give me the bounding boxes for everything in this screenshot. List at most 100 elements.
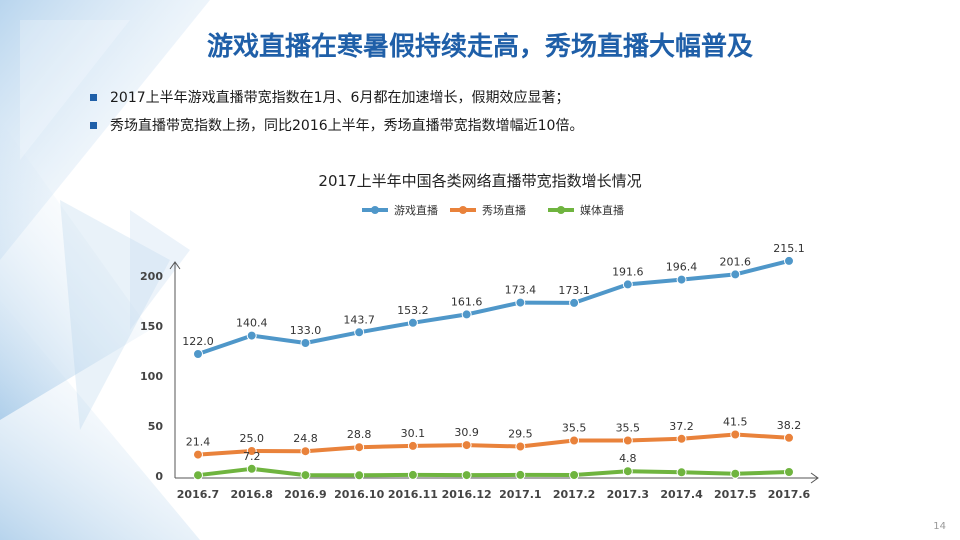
data-point bbox=[407, 440, 418, 451]
data-label: 153.2 bbox=[397, 304, 429, 317]
chart-title: 2017上半年中国各类网络直播带宽指数增长情况 bbox=[318, 172, 642, 190]
data-point bbox=[407, 469, 418, 480]
data-label: 196.4 bbox=[666, 261, 698, 274]
legend-marker bbox=[371, 206, 379, 214]
data-point bbox=[730, 269, 741, 280]
x-tick-label: 2017.5 bbox=[714, 488, 756, 501]
x-tick-label: 2017.2 bbox=[553, 488, 595, 501]
data-point bbox=[569, 435, 580, 446]
legend-marker bbox=[557, 206, 565, 214]
data-label: 28.8 bbox=[347, 428, 372, 441]
y-tick-label: 150 bbox=[140, 320, 163, 333]
data-label: 143.7 bbox=[343, 313, 375, 326]
bullet-item: 秀场直播带宽指数上扬，同比2016上半年，秀场直播带宽指数增幅近10倍。 bbox=[90, 116, 850, 136]
data-point bbox=[730, 429, 741, 440]
data-point bbox=[784, 432, 794, 443]
data-point bbox=[676, 467, 687, 478]
data-point bbox=[784, 467, 794, 477]
legend-label: 媒体直播 bbox=[580, 203, 624, 217]
data-label: 38.2 bbox=[777, 419, 802, 432]
data-label: 173.4 bbox=[505, 284, 537, 297]
data-point bbox=[354, 442, 365, 453]
bullet-square-icon bbox=[90, 122, 97, 129]
data-point bbox=[300, 338, 311, 348]
data-label: 140.4 bbox=[236, 317, 268, 330]
x-tick-label: 2016.12 bbox=[442, 488, 492, 501]
data-label: 173.1 bbox=[558, 284, 590, 297]
y-tick-label: 0 bbox=[155, 470, 163, 483]
data-label: 4.8 bbox=[619, 452, 637, 465]
data-point bbox=[246, 446, 257, 456]
data-label: 30.9 bbox=[454, 426, 479, 439]
data-label: 201.6 bbox=[720, 255, 752, 268]
bullet-text: 秀场直播带宽指数上扬，同比2016上半年，秀场直播带宽指数增幅近10倍。 bbox=[110, 118, 584, 134]
data-label: 30.1 bbox=[401, 427, 426, 440]
data-label: 41.5 bbox=[723, 416, 748, 429]
y-tick-label: 50 bbox=[148, 420, 164, 433]
data-point bbox=[193, 449, 203, 460]
x-tick-label: 2017.1 bbox=[499, 488, 541, 501]
data-label: 35.5 bbox=[616, 422, 641, 435]
data-label: 24.8 bbox=[293, 432, 318, 445]
data-point bbox=[246, 330, 257, 341]
data-point bbox=[622, 466, 633, 477]
data-point bbox=[676, 433, 687, 444]
x-tick-label: 2016.11 bbox=[388, 488, 438, 501]
y-tick-label: 100 bbox=[140, 370, 163, 383]
data-label: 21.4 bbox=[186, 436, 211, 449]
series-line bbox=[197, 258, 790, 356]
page-number: 14 bbox=[933, 521, 946, 532]
data-label: 25.0 bbox=[239, 432, 264, 445]
x-tick-label: 2017.4 bbox=[660, 488, 703, 501]
data-label: 161.6 bbox=[451, 295, 483, 308]
data-point bbox=[515, 441, 526, 452]
data-point bbox=[622, 279, 633, 290]
data-label: 133.0 bbox=[290, 324, 322, 337]
data-label: 37.2 bbox=[669, 420, 694, 433]
x-tick-label: 2017.6 bbox=[768, 488, 811, 501]
bullet-square-icon bbox=[90, 94, 97, 101]
data-point bbox=[354, 327, 365, 338]
x-tick-label: 2016.7 bbox=[177, 488, 219, 501]
data-point bbox=[515, 469, 526, 480]
data-point bbox=[461, 309, 472, 320]
bullet-item: 2017上半年游戏直播带宽指数在1月、6月都在加速增长，假期效应显著； bbox=[90, 88, 850, 108]
data-point bbox=[622, 435, 633, 446]
data-point bbox=[461, 440, 472, 451]
data-point bbox=[730, 468, 741, 479]
data-point bbox=[784, 255, 794, 266]
data-point bbox=[569, 297, 580, 308]
y-tick-label: 200 bbox=[140, 270, 163, 283]
data-label: 191.6 bbox=[612, 265, 644, 278]
x-tick-label: 2017.3 bbox=[607, 488, 649, 501]
x-tick-label: 2016.10 bbox=[334, 488, 384, 501]
data-label: 35.5 bbox=[562, 422, 587, 435]
data-point bbox=[515, 297, 526, 308]
data-point bbox=[569, 470, 580, 480]
data-point bbox=[246, 463, 257, 474]
series-line bbox=[197, 466, 790, 478]
data-point bbox=[461, 470, 472, 481]
x-tick-label: 2016.9 bbox=[284, 488, 326, 501]
data-point bbox=[193, 349, 203, 359]
series-line bbox=[197, 432, 790, 457]
data-point bbox=[354, 470, 365, 481]
x-tick-label: 2016.8 bbox=[231, 488, 273, 501]
x-axis-arrow-icon bbox=[810, 472, 819, 484]
data-point bbox=[193, 470, 203, 481]
data-point bbox=[300, 470, 311, 481]
data-label: 29.5 bbox=[508, 428, 533, 441]
data-point bbox=[407, 317, 418, 328]
legend-label: 秀场直播 bbox=[482, 203, 526, 217]
bullet-list: 2017上半年游戏直播带宽指数在1月、6月都在加速增长，假期效应显著； 秀场直播… bbox=[90, 88, 850, 144]
data-label: 122.0 bbox=[182, 335, 214, 348]
legend-label: 游戏直播 bbox=[394, 203, 438, 217]
bullet-text: 2017上半年游戏直播带宽指数在1月、6月都在加速增长，假期效应显著； bbox=[110, 90, 570, 106]
slide-title: 游戏直播在寒暑假持续走高，秀场直播大幅普及 bbox=[206, 32, 753, 62]
data-point bbox=[300, 446, 311, 457]
y-axis-arrow-icon bbox=[169, 261, 181, 270]
data-label: 215.1 bbox=[773, 242, 805, 255]
data-label: 7.2 bbox=[243, 450, 261, 463]
